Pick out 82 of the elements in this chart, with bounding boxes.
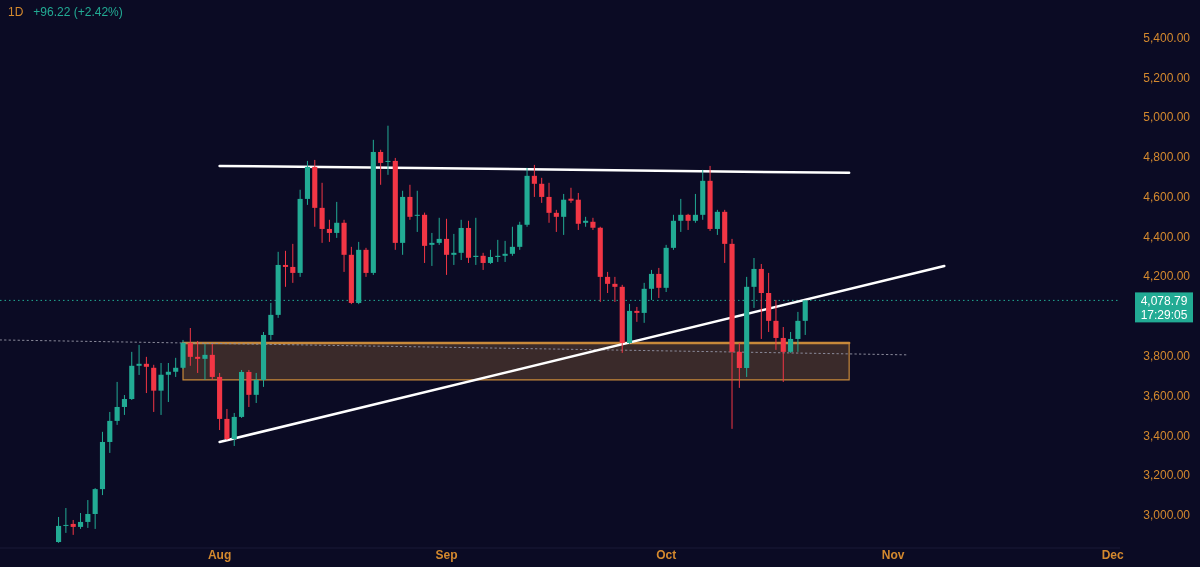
candlestick (173, 357, 179, 378)
candlestick (509, 226, 515, 257)
candlestick (685, 213, 691, 231)
y-tick-label: 3,000.00 (1143, 508, 1191, 523)
y-tick-label: 3,600.00 (1143, 388, 1191, 403)
candlestick (319, 182, 325, 244)
candlestick (268, 302, 274, 341)
candlestick (678, 198, 684, 233)
candlestick (202, 343, 208, 381)
candlestick (502, 240, 508, 263)
candlestick (158, 362, 164, 416)
candlestick (451, 233, 457, 266)
candlestick (407, 184, 413, 221)
candlestick (209, 343, 215, 381)
candlestick (63, 507, 69, 534)
x-tick-label: Aug (207, 548, 232, 562)
candlestick (165, 362, 171, 403)
y-tick-label: 3,400.00 (1143, 428, 1191, 443)
y-tick-label: 5,200.00 (1143, 70, 1191, 85)
candlestick (282, 250, 289, 288)
candlestick (656, 267, 662, 299)
y-tick-label: 3,200.00 (1143, 468, 1191, 483)
candlestick (253, 372, 259, 404)
x-tick-label: Oct (656, 548, 677, 562)
candlestick (326, 219, 332, 243)
candlestick (780, 326, 786, 383)
candlestick (85, 499, 91, 529)
candlestick (634, 306, 640, 323)
y-tick-label: 3,800.00 (1143, 349, 1191, 364)
x-tick-label: Nov (881, 548, 905, 562)
text: 17:29:05 (1140, 307, 1188, 322)
candlestick (539, 177, 545, 204)
y-tick-label: 5,400.00 (1143, 30, 1191, 45)
candlestick (231, 412, 237, 447)
candlestick (107, 411, 113, 454)
y-tick-label: 5,000.00 (1143, 110, 1191, 125)
candlestick (429, 232, 435, 267)
candlestick (531, 164, 537, 198)
y-tick-label: 4,800.00 (1143, 150, 1191, 165)
candlestick (517, 221, 523, 251)
candlestick (224, 408, 230, 441)
candlestick (546, 182, 552, 224)
candlestick (436, 217, 442, 246)
candlestick (121, 394, 128, 416)
candlestick (443, 218, 450, 276)
candlestick (195, 340, 201, 374)
y-tick-label: 4,400.00 (1143, 229, 1191, 244)
candlestick (363, 247, 369, 278)
candlestick (648, 269, 655, 301)
candlestick (480, 252, 486, 271)
candlestick (136, 344, 142, 376)
candlestick (56, 516, 62, 544)
candlestick (151, 364, 157, 413)
x-tick-label: Sep (435, 548, 458, 562)
candlestick (736, 342, 742, 389)
candlestick (334, 201, 340, 239)
x-tick-label: Dec (1101, 548, 1125, 562)
candlestick (773, 299, 779, 351)
candlestick (114, 381, 120, 426)
candlestick (290, 243, 296, 284)
ref-line-label: 4,078.79 (1140, 293, 1188, 308)
candlestick (714, 209, 720, 236)
candlestick (414, 190, 420, 233)
candlestick (590, 217, 596, 231)
candlestick (246, 369, 252, 408)
y-tick-label: 4,200.00 (1143, 269, 1191, 284)
chart-title: 1D (8, 5, 24, 19)
candlestick (553, 209, 559, 233)
y-tick-label: 4,600.00 (1143, 189, 1191, 204)
candlestick (143, 356, 149, 394)
candlestick (605, 271, 611, 294)
candlestick (612, 276, 618, 303)
candlestick (568, 187, 574, 204)
candlestick (187, 327, 193, 367)
candlestick (692, 193, 698, 224)
chart-subtitle: +96.22 (+2.42%) (33, 5, 123, 19)
candlestick (385, 125, 391, 176)
candlestick (561, 193, 567, 236)
candlestick (378, 149, 384, 186)
candlestick (788, 331, 794, 354)
candlestick (795, 311, 801, 353)
candlestick (802, 299, 808, 336)
